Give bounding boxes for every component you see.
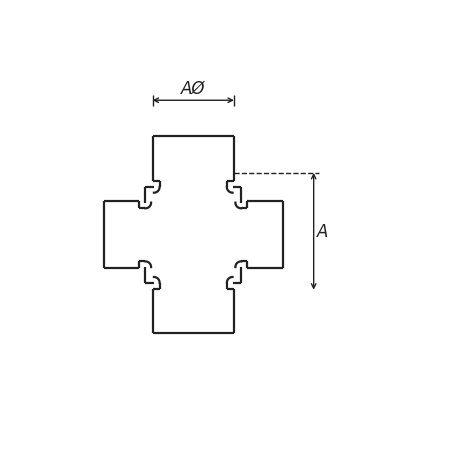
Text: AØ: AØ	[180, 80, 205, 98]
Text: A: A	[316, 223, 328, 241]
